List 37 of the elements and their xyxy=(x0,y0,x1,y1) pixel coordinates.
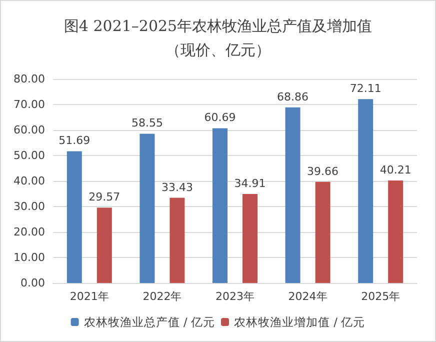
legend-label: 农林牧渔业增加值 / 亿元 xyxy=(234,315,366,329)
bar xyxy=(170,198,185,283)
y-tick-label: 60.00 xyxy=(14,124,45,136)
data-label: 29.57 xyxy=(88,190,120,204)
y-tick-label: 20.00 xyxy=(14,226,45,238)
x-tick-label: 2023年 xyxy=(216,290,254,303)
y-tick-label: 0.00 xyxy=(20,276,45,290)
x-tick-label: 2024年 xyxy=(288,290,328,303)
x-tick-label: 2022年 xyxy=(142,290,182,303)
y-tick-label: 50.00 xyxy=(14,149,45,162)
bar xyxy=(140,134,155,283)
y-tick-label: 40.00 xyxy=(14,174,45,188)
data-label: 39.66 xyxy=(307,164,339,178)
data-label: 68.86 xyxy=(277,90,309,104)
x-tick-label: 2025年 xyxy=(361,290,400,303)
y-tick-label: 10.00 xyxy=(14,251,45,264)
bar xyxy=(358,99,374,283)
bar xyxy=(96,208,112,283)
data-label: 33.43 xyxy=(161,180,193,194)
bar xyxy=(212,128,228,283)
y-tick-label: 30.00 xyxy=(14,200,45,213)
data-label: 72.11 xyxy=(350,82,382,96)
legend-label: 农林牧渔业总产值 / 亿元 xyxy=(84,315,215,329)
data-label: 34.91 xyxy=(234,176,266,190)
bar xyxy=(388,180,404,283)
chart-title: 图4 2021–2025年农林牧渔业总产值及增加值（现价、亿元） xyxy=(64,17,372,59)
data-label: 40.21 xyxy=(380,163,412,176)
bar xyxy=(242,194,258,283)
bar xyxy=(285,107,300,283)
y-tick-label: 80.00 xyxy=(14,72,45,86)
bar xyxy=(315,182,330,283)
y-tick-label: 70.00 xyxy=(14,98,45,111)
data-label: 60.69 xyxy=(204,111,236,124)
bar xyxy=(66,151,82,283)
data-label: 58.55 xyxy=(131,116,163,130)
data-label: 51.69 xyxy=(58,134,90,148)
x-tick-label: 2021年 xyxy=(70,290,109,303)
